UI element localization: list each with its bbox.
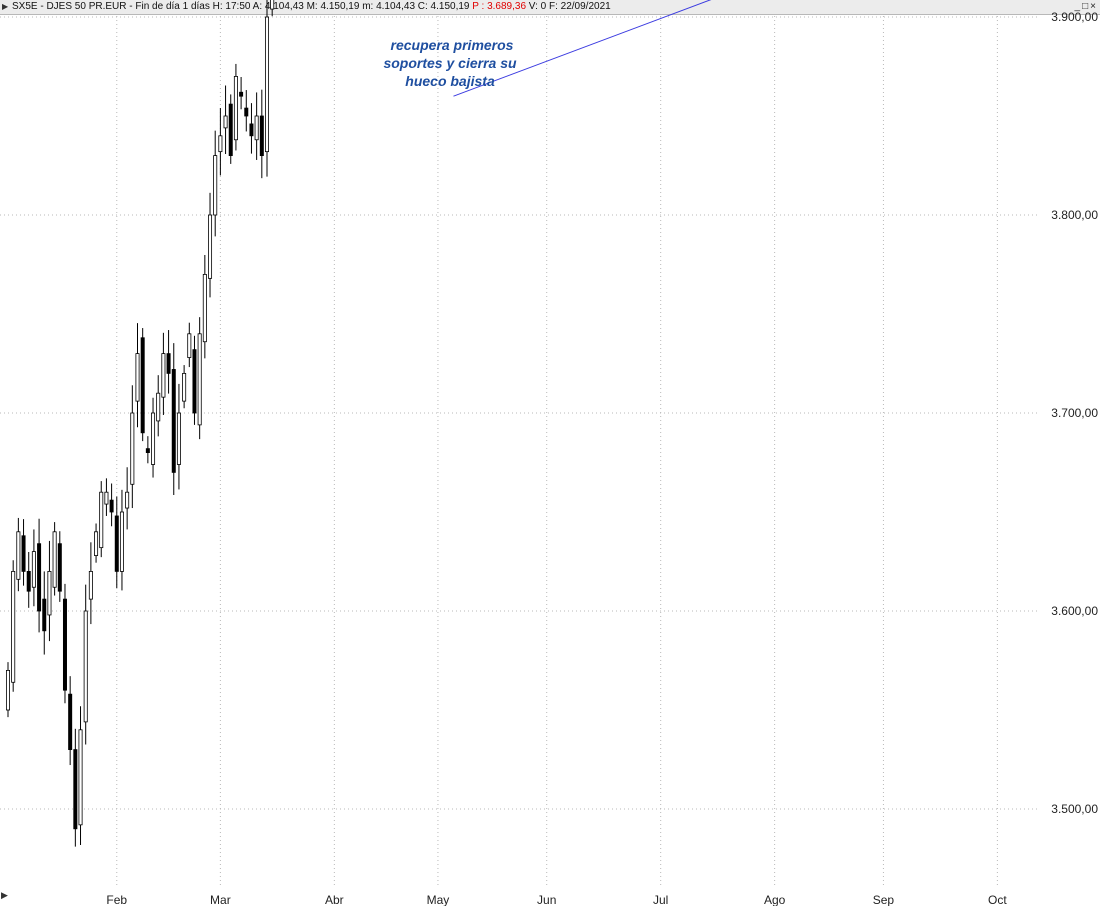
chart-header-bar: ▶ SX5E - DJES 50 PR.EUR - Fin de día 1 d…: [0, 0, 1100, 15]
candle-body: [187, 333, 192, 358]
candle-body: [83, 610, 88, 723]
candle-body: [223, 115, 228, 129]
instrument-title: SX5E - DJES 50 PR.EUR - Fin de día 1 día…: [12, 1, 611, 12]
candle-body: [218, 135, 223, 153]
candle-body: [119, 511, 124, 572]
candle-body: [259, 115, 264, 156]
x-tick-label: May: [427, 893, 450, 906]
candle-body: [11, 571, 16, 683]
candle-body: [176, 412, 181, 465]
candle-body: [244, 107, 249, 117]
candle-body: [264, 16, 269, 153]
x-tick-label: Abr: [325, 893, 344, 906]
candle-body: [109, 499, 114, 513]
y-tick-label: 3.700,00: [1051, 406, 1098, 420]
candle-body: [239, 91, 244, 97]
candle-body: [62, 598, 67, 691]
candle-body: [88, 571, 93, 600]
candle-body: [166, 353, 171, 374]
x-tick-label: Jul: [653, 893, 668, 906]
x-tick-label: Mar: [210, 893, 231, 906]
candle-body: [6, 670, 11, 711]
candle-body: [26, 571, 31, 592]
annotation-line-3: hueco bajista: [405, 73, 495, 89]
lower-channel-line: [453, 0, 712, 97]
y-axis-labels: 3.500,00 3.600,00 3.700,00 3.800,00 3.900,00…: [1051, 10, 1098, 816]
candle-body: [125, 491, 130, 509]
grid-lines: [0, 16, 1040, 888]
candle-body: [208, 214, 213, 279]
candle-body: [47, 571, 52, 616]
candle-body: [197, 333, 202, 426]
candle-body: [78, 729, 83, 826]
candle-body: [213, 155, 218, 216]
candle-body: [171, 369, 176, 473]
x-tick-label: Ago: [764, 893, 786, 906]
x-tick-label: Sep: [873, 893, 895, 906]
candle-body: [68, 693, 73, 750]
candle-body: [104, 491, 109, 505]
annotation-line-1: recupera primeros: [391, 37, 514, 53]
candle-body: [192, 349, 197, 414]
candle-body: [140, 337, 145, 434]
x-tick-label: Jun: [537, 893, 556, 906]
y-tick-label: 3.900,00: [1051, 10, 1098, 24]
candle-body: [202, 273, 207, 343]
candle-body: [156, 392, 161, 422]
expand-arrow-icon[interactable]: ▶: [2, 2, 9, 11]
window-controls-icon[interactable]: _□×: [1074, 1, 1098, 12]
candle-body: [114, 515, 119, 572]
candle-body: [145, 448, 150, 454]
scroll-left-arrow-icon[interactable]: ▶: [1, 890, 8, 900]
candle-body: [249, 123, 254, 137]
candle-body: [254, 115, 259, 141]
y-tick-label: 3.600,00: [1051, 604, 1098, 618]
x-axis-labels: Feb Mar Abr May Jun Jul Ago Sep Oct: [106, 893, 1007, 906]
annotation-line-2: soportes y cierra su: [383, 55, 517, 71]
candle-body: [151, 412, 156, 465]
candle-body: [135, 353, 140, 402]
candle-body: [31, 551, 36, 588]
candle-body: [182, 372, 187, 402]
candle-body: [130, 412, 135, 485]
candle-body: [270, 0, 275, 10]
x-tick-label: Feb: [106, 893, 127, 906]
candle-body: [57, 543, 62, 592]
y-tick-label: 3.500,00: [1051, 802, 1098, 816]
candle-body: [52, 531, 57, 588]
candle-body: [94, 531, 99, 556]
candle-body: [73, 749, 78, 830]
price-p-value: P : 3.689,36: [472, 1, 527, 12]
candle-body: [228, 103, 233, 157]
candle-body: [16, 531, 21, 580]
y-tick-label: 3.800,00: [1051, 208, 1098, 222]
candle-body: [37, 543, 42, 612]
x-tick-label: Oct: [988, 893, 1007, 906]
candle-body: [233, 76, 238, 141]
trend-lines: [453, 0, 712, 97]
window-controls[interactable]: _□×: [1075, 0, 1098, 14]
candle-body: [42, 598, 47, 632]
candle-body: [161, 353, 166, 398]
candles: [6, 0, 275, 847]
candle-body: [21, 535, 26, 572]
candle-body: [99, 491, 104, 549]
